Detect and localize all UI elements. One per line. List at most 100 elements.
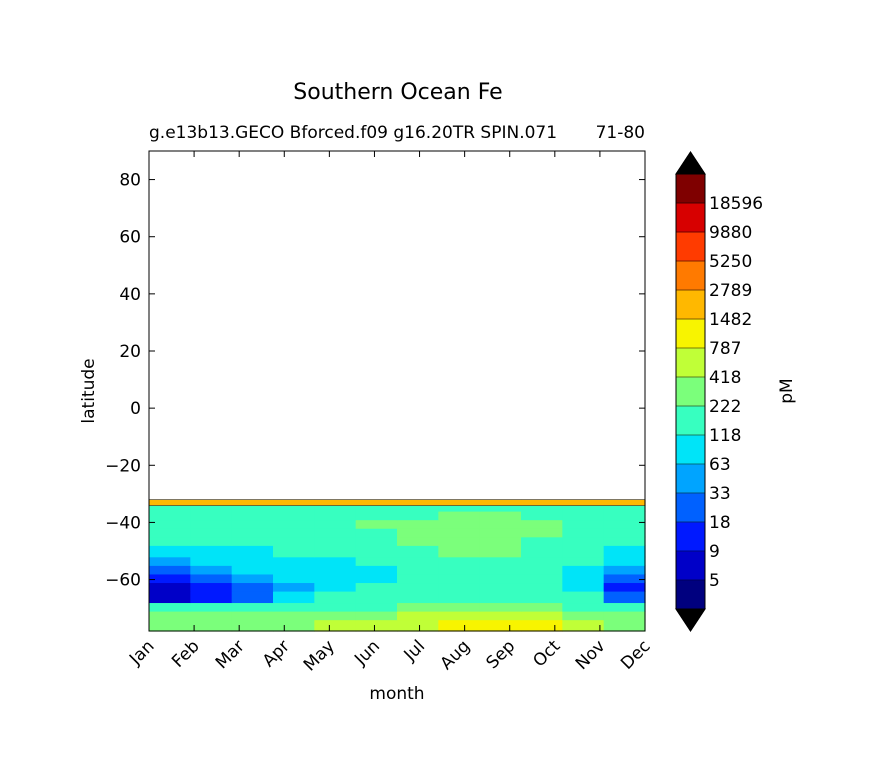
heatmap-cell [355,591,398,604]
heatmap-cell [273,573,315,584]
heatmap-cell [438,545,481,558]
heatmap-cell [149,582,191,592]
heatmap-cell [562,582,605,592]
heatmap-cell [521,565,563,575]
heatmap-cell [562,536,605,546]
colorbar-segment [676,290,705,320]
heatmap-cell [479,528,522,538]
heatmap-cell [521,573,563,584]
heatmap-cell [603,556,646,566]
heatmap-cell [521,591,563,604]
colorbar-tick-label: 18596 [709,194,763,214]
heatmap-cell [603,499,646,506]
colorbar-tick-label: 9880 [709,223,752,243]
heatmap-cell [479,511,522,521]
heatmap-cell [190,619,233,632]
y-tick-label: 0 [130,399,141,419]
heatmap-cell [149,505,191,512]
heatmap-cell [231,582,274,592]
heatmap-cell [190,602,233,612]
heatmap-cell [562,505,605,512]
colorbar-label: pM [777,378,797,403]
heatmap-cell [231,499,274,506]
colorbar-outline [675,151,706,632]
heatmap-cell [603,602,646,612]
colorbar-tick-label: 63 [709,455,731,475]
x-tick-label: Feb [168,636,203,671]
heatmap-cell [521,519,563,529]
heatmap-cell [190,528,233,538]
heatmap-cell [438,499,481,506]
heatmap-cell [438,582,481,592]
heatmap-cell [314,573,357,584]
heatmap-cell [397,511,439,521]
heatmap-cell [397,519,439,529]
colorbar-segment [676,522,705,552]
colorbar-segment [676,406,705,436]
heatmap-cell [438,565,481,575]
heatmap-cell [562,591,605,604]
heatmap-cell [603,545,646,558]
y-tick-label: −20 [105,456,141,476]
heatmap-cell [479,582,522,592]
heatmap-cell [397,602,439,612]
heatmap-cell [479,505,522,512]
heatmap-cell [190,519,233,529]
heatmap-cell [603,536,646,546]
heatmap-cell [438,611,481,621]
heatmap-cell [438,519,481,529]
x-tick-label: Oct [529,636,564,671]
heatmap-cell [355,528,398,538]
y-axis-label: latitude [79,358,99,423]
heatmap-cell [397,619,439,632]
heatmap-cell [355,556,398,566]
x-tick-label: Dec [617,636,654,673]
heatmap-cell [190,565,233,575]
heatmap-cell [231,573,274,584]
heatmap-cell [397,565,439,575]
heatmap-cell [603,611,646,621]
heatmap-cell [190,545,233,558]
heatmap-cell [231,536,274,546]
heatmap-cell [314,499,357,506]
heatmap-cell [397,611,439,621]
colorbar-segment [676,435,705,465]
heatmap-cell [314,556,357,566]
heatmap-cell [355,582,398,592]
heatmap-cell [273,511,315,521]
heatmap-cell [231,619,274,632]
heatmap-cell [603,565,646,575]
colorbar-segment [676,464,705,494]
heatmap-cell [521,611,563,621]
x-tick-label: Jan [125,636,158,669]
heatmap-cell [397,505,439,512]
colorbar-tick-label: 222 [709,397,741,417]
heatmap-cell [438,511,481,521]
heatmap-cell [314,519,357,529]
heatmap-cell [231,611,274,621]
heatmap-cell [438,556,481,566]
heatmap-cell [479,591,522,604]
heatmap-cell [521,619,563,632]
heatmap-cell [397,499,439,506]
colorbar-segment [676,551,705,581]
colorbar-tick-label: 5250 [709,252,752,272]
heatmap-cell [521,511,563,521]
heatmap-cell [479,556,522,566]
colorbar-segment [676,261,705,291]
heatmap-cell [562,573,605,584]
heatmap-cell [231,602,274,612]
heatmap-cell [355,536,398,546]
heatmap-cell [479,573,522,584]
y-tick-label: 60 [119,228,141,248]
heatmap-cell [314,591,357,604]
heatmap-cell [273,545,315,558]
heatmap-cell [355,545,398,558]
heatmap-cell [521,505,563,512]
heatmap-cell [314,602,357,612]
heatmap-cell [479,499,522,506]
heatmap-cell [273,528,315,538]
colorbar-segment [676,580,705,610]
heatmap-cell [149,499,191,506]
heatmap-cell [438,602,481,612]
